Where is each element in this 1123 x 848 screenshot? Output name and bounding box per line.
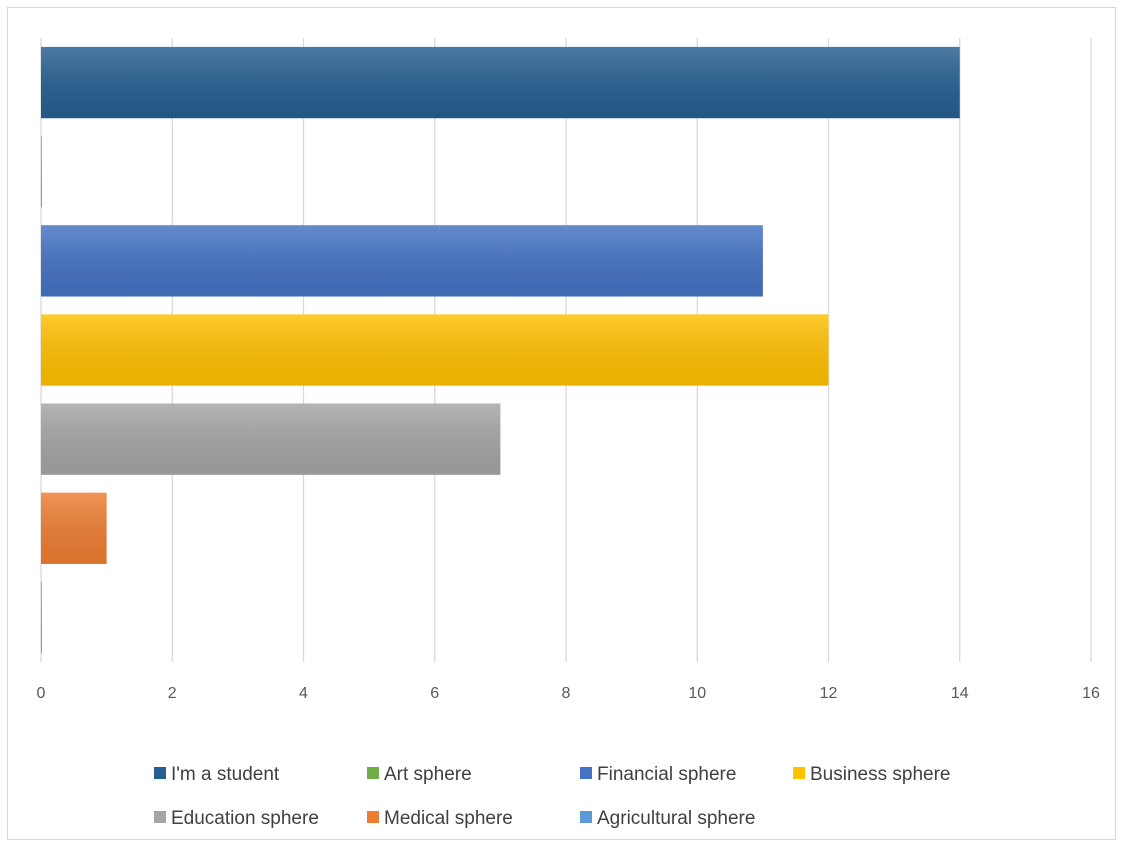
legend-item-agricultural-sphere: Agricultural sphere <box>580 808 755 829</box>
x-tick-label-4: 4 <box>299 685 308 702</box>
legend-label-i-m-a-student: I'm a student <box>171 764 280 785</box>
bar-business-sphere <box>41 314 829 386</box>
x-tick-label-16: 16 <box>1082 685 1100 702</box>
bar-art-sphere <box>41 136 42 208</box>
bar-medical-sphere <box>41 492 107 564</box>
legend-label-education-sphere: Education sphere <box>171 808 319 829</box>
legend-swatch-medical-sphere <box>367 811 379 823</box>
x-tick-label-10: 10 <box>688 685 706 702</box>
legend-label-business-sphere: Business sphere <box>810 764 950 785</box>
x-tick-label-14: 14 <box>951 685 969 702</box>
legend-item-financial-sphere: Financial sphere <box>580 764 736 785</box>
legend-swatch-i-m-a-student <box>154 767 166 779</box>
x-tick-label-2: 2 <box>168 685 177 702</box>
bars <box>41 46 960 654</box>
legend-label-financial-sphere: Financial sphere <box>597 764 736 785</box>
x-tick-label-6: 6 <box>430 685 439 702</box>
legend-swatch-agricultural-sphere <box>580 811 592 823</box>
x-tick-label-8: 8 <box>562 685 571 702</box>
bar-agricultural-sphere <box>41 581 42 654</box>
x-tick-label-12: 12 <box>820 685 838 702</box>
legend-swatch-art-sphere <box>367 767 379 779</box>
x-tick-label-0: 0 <box>37 685 46 702</box>
bar-i-m-a-student <box>41 46 960 119</box>
legend-item-i-m-a-student: I'm a student <box>154 764 280 785</box>
bar-education-sphere <box>41 403 501 475</box>
x-axis-tick-labels: 0 2 4 6 8 10 12 14 16 <box>37 685 1100 702</box>
legend-item-art-sphere: Art sphere <box>367 764 472 785</box>
bar-financial-sphere <box>41 225 763 297</box>
legend-swatch-business-sphere <box>793 767 805 779</box>
legend-label-art-sphere: Art sphere <box>384 764 472 785</box>
legend-item-business-sphere: Business sphere <box>793 764 950 785</box>
legend-item-education-sphere: Education sphere <box>154 808 319 829</box>
legend-swatch-education-sphere <box>154 811 166 823</box>
legend: I'm a student Art sphere Financial sphere B… <box>154 764 950 829</box>
legend-label-agricultural-sphere: Agricultural sphere <box>597 808 755 829</box>
legend-item-medical-sphere: Medical sphere <box>367 808 513 829</box>
legend-label-medical-sphere: Medical sphere <box>384 808 513 829</box>
legend-swatch-financial-sphere <box>580 767 592 779</box>
